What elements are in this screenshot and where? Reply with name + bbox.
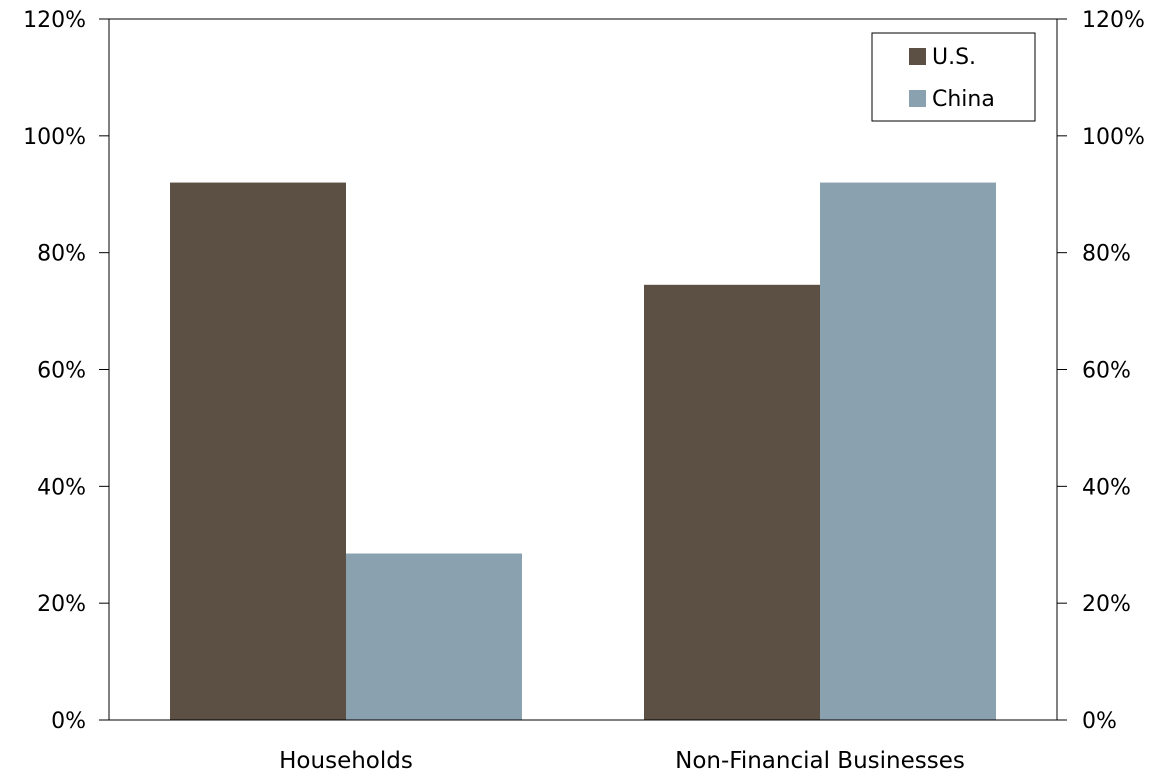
left-tick-label: 120% [23, 8, 86, 33]
bar-us-1 [644, 284, 820, 720]
left-tick-label: 20% [37, 592, 86, 617]
legend-label: China [932, 87, 995, 112]
left-tick-label: 80% [37, 242, 86, 267]
right-tick-label: 80% [1082, 242, 1131, 267]
left-tick-label: 100% [23, 125, 86, 150]
legend-swatch [909, 90, 926, 107]
ticks-group: 0% 0% 20% 20% 40% 40% 60% 60% 80% 80% 100% 100% 120%… [23, 8, 1145, 734]
left-tick-label: 40% [37, 475, 86, 500]
right-tick-label: 60% [1082, 359, 1131, 384]
bar-china-1 [820, 182, 996, 721]
left-tick-label: 0% [51, 709, 86, 734]
category-labels-group: Households Non-Financial Businesses [279, 748, 965, 772]
bar-us-0 [170, 182, 346, 721]
right-tick-label: 0% [1082, 709, 1117, 734]
legend-swatch [909, 48, 926, 65]
right-tick-label: 120% [1082, 8, 1145, 33]
bar-china-0 [346, 553, 522, 720]
legend: U.S. China [871, 32, 1036, 122]
category-label: Non-Financial Businesses [675, 748, 965, 772]
legend-box [871, 32, 1036, 122]
right-tick-label: 40% [1082, 475, 1131, 500]
category-label: Households [279, 748, 413, 772]
right-tick-label: 20% [1082, 592, 1131, 617]
left-tick-label: 60% [37, 359, 86, 384]
bars-group [170, 182, 996, 721]
legend-label: U.S. [932, 45, 976, 70]
right-tick-label: 100% [1082, 125, 1145, 150]
